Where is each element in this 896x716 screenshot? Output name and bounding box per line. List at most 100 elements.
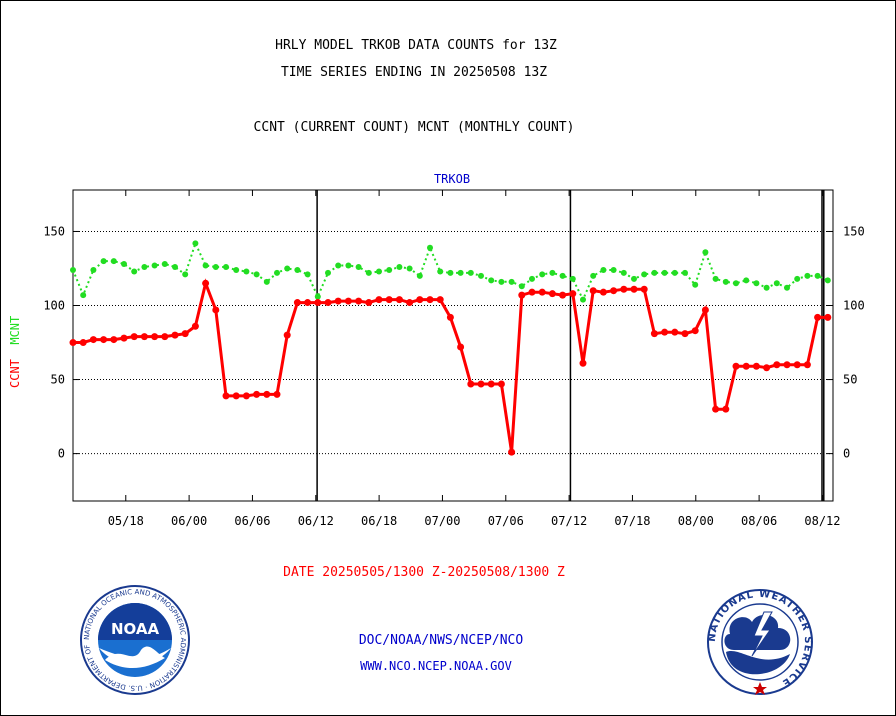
x-tick-label: 08/06 bbox=[741, 514, 777, 528]
data-point-mcnt bbox=[274, 269, 280, 276]
y-tick-label-left: 0 bbox=[58, 447, 65, 461]
data-point-ccnt bbox=[263, 390, 271, 398]
data-point-ccnt bbox=[283, 331, 291, 339]
website-link[interactable]: WWW.NCO.NCEP.NOAA.GOV bbox=[360, 659, 512, 673]
x-tick-label: 08/12 bbox=[804, 514, 840, 528]
chart-title-line1: HRLY MODEL TRKOB DATA COUNTS for 13Z bbox=[275, 38, 557, 53]
y-tick-label-left: 50 bbox=[51, 373, 65, 387]
data-point-mcnt bbox=[569, 275, 576, 282]
data-point-mcnt bbox=[794, 275, 801, 282]
data-point-ccnt bbox=[406, 299, 414, 307]
data-point-mcnt bbox=[763, 284, 770, 291]
data-point-ccnt bbox=[518, 291, 526, 299]
data-point-mcnt bbox=[100, 258, 107, 265]
data-point-mcnt bbox=[467, 269, 474, 276]
data-point-mcnt bbox=[212, 264, 219, 271]
data-point-mcnt bbox=[325, 269, 331, 276]
data-point-ccnt bbox=[681, 330, 689, 338]
data-point-ccnt bbox=[212, 306, 220, 314]
y-tick-label-left: 150 bbox=[43, 224, 65, 238]
series-mcnt bbox=[70, 240, 831, 303]
data-point-mcnt bbox=[447, 269, 454, 276]
data-point-mcnt bbox=[233, 266, 240, 273]
data-point-mcnt bbox=[192, 240, 199, 247]
nws-logo: NATIONAL WEATHER SERVICE bbox=[707, 589, 813, 695]
data-point-mcnt bbox=[416, 272, 423, 279]
data-point-mcnt bbox=[814, 272, 821, 279]
data-point-mcnt bbox=[773, 280, 780, 287]
data-point-mcnt bbox=[182, 271, 189, 278]
x-tick-label: 06/12 bbox=[298, 514, 334, 528]
data-point-mcnt bbox=[161, 261, 168, 268]
y-tick-label-left: 100 bbox=[43, 299, 65, 313]
x-tick-label: 06/18 bbox=[361, 514, 397, 528]
data-point-mcnt bbox=[223, 264, 229, 271]
data-point-mcnt bbox=[722, 278, 729, 285]
data-point-ccnt bbox=[814, 313, 822, 321]
org-path-link[interactable]: DOC/NOAA/NWS/NCEP/NCO bbox=[358, 633, 524, 648]
data-point-ccnt bbox=[293, 299, 301, 307]
data-point-ccnt bbox=[742, 362, 750, 370]
data-point-mcnt bbox=[172, 264, 178, 271]
data-point-ccnt bbox=[110, 336, 118, 344]
data-point-ccnt bbox=[416, 296, 424, 304]
data-point-ccnt bbox=[630, 285, 638, 293]
data-point-ccnt bbox=[436, 296, 444, 304]
data-point-mcnt bbox=[151, 262, 158, 269]
x-tick-label: 08/00 bbox=[678, 514, 714, 528]
data-point-ccnt bbox=[426, 296, 434, 304]
y-tick-label-right: 50 bbox=[843, 373, 857, 387]
data-point-mcnt bbox=[529, 275, 535, 282]
data-point-mcnt bbox=[70, 266, 76, 273]
data-point-ccnt bbox=[701, 306, 709, 314]
data-point-ccnt bbox=[467, 380, 475, 388]
data-point-mcnt bbox=[641, 271, 648, 278]
x-tick-label: 05/18 bbox=[108, 514, 144, 528]
data-point-mcnt bbox=[539, 271, 546, 278]
data-point-mcnt bbox=[294, 266, 301, 273]
data-point-mcnt bbox=[304, 271, 311, 278]
data-point-ccnt bbox=[671, 328, 679, 336]
data-point-ccnt bbox=[773, 361, 781, 369]
data-point-ccnt bbox=[161, 333, 169, 341]
data-point-ccnt bbox=[569, 290, 577, 298]
x-tick-label: 07/00 bbox=[424, 514, 460, 528]
data-point-ccnt bbox=[355, 297, 363, 305]
data-point-mcnt bbox=[518, 283, 525, 290]
data-point-ccnt bbox=[650, 330, 658, 338]
data-point-mcnt bbox=[824, 277, 831, 284]
chart-title-line2: TIME SERIES ENDING IN 20250508 13Z bbox=[280, 65, 548, 80]
data-point-ccnt bbox=[365, 299, 373, 307]
data-point-mcnt bbox=[600, 266, 607, 273]
grid-lines bbox=[73, 190, 833, 501]
data-point-ccnt bbox=[599, 288, 607, 296]
data-point-mcnt bbox=[335, 262, 342, 269]
data-point-ccnt bbox=[640, 285, 648, 293]
data-point-ccnt bbox=[385, 296, 393, 304]
data-point-mcnt bbox=[682, 269, 688, 276]
data-point-mcnt bbox=[406, 265, 413, 272]
series-line-ccnt bbox=[73, 278, 828, 453]
data-point-ccnt bbox=[712, 405, 720, 413]
nws-star-icon bbox=[753, 682, 767, 695]
data-point-mcnt bbox=[498, 278, 505, 285]
data-point-ccnt bbox=[559, 291, 567, 299]
data-point-mcnt bbox=[804, 272, 811, 279]
data-point-mcnt bbox=[131, 268, 138, 275]
data-point-ccnt bbox=[793, 361, 801, 369]
data-point-ccnt bbox=[100, 336, 108, 344]
x-tick-label: 06/00 bbox=[171, 514, 207, 528]
data-point-ccnt bbox=[538, 288, 546, 296]
data-point-ccnt bbox=[344, 297, 352, 305]
date-range: DATE 20250505/1300 Z-20250508/1300 Z bbox=[283, 565, 565, 580]
data-point-mcnt bbox=[631, 275, 637, 282]
data-point-mcnt bbox=[743, 277, 750, 284]
y-ticks: 0 0 50 50 100 100 150 150 bbox=[43, 224, 864, 460]
data-point-mcnt bbox=[549, 269, 556, 276]
data-point-mcnt bbox=[488, 277, 495, 284]
data-point-ccnt bbox=[446, 313, 454, 321]
data-point-ccnt bbox=[589, 287, 597, 295]
data-point-ccnt bbox=[191, 322, 199, 330]
data-point-ccnt bbox=[79, 339, 87, 347]
data-point-mcnt bbox=[702, 249, 709, 256]
